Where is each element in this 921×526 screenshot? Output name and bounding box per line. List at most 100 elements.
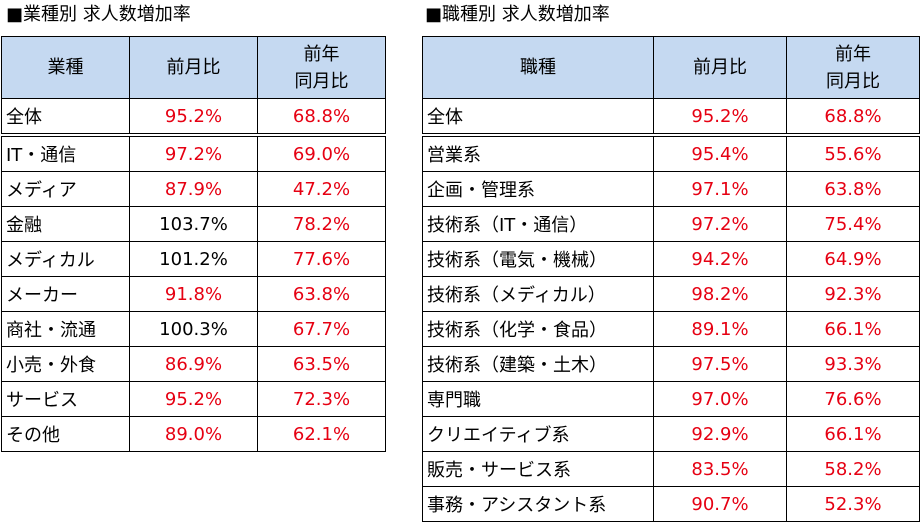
job-row-mom-value: 97.1% bbox=[653, 171, 787, 207]
industry-row-yoy-value: 67.7% bbox=[257, 311, 386, 347]
job-row-yoy-value: 55.6% bbox=[786, 134, 920, 172]
job-row-yoy-value: 66.1% bbox=[786, 311, 920, 347]
job-row-label: 技術系（建築・土木） bbox=[422, 346, 654, 382]
industry-row-yoy-value: 68.8% bbox=[257, 98, 386, 137]
industry-row-mom-value: 95.2% bbox=[129, 98, 258, 137]
job-row-mom-value: 97.2% bbox=[653, 206, 787, 242]
industry-row-yoy-value: 69.0% bbox=[257, 134, 386, 172]
industry-table-row: その他 89.0% 62.1% bbox=[1, 416, 386, 452]
job-row-yoy-value: 75.4% bbox=[786, 206, 920, 242]
job-row-mom-value: 90.7% bbox=[653, 486, 787, 522]
job-row-mom-value: 83.5% bbox=[653, 451, 787, 487]
job-table: 職種 前月比 前年 同月比 全体 95.2% 68.8% 営業系 95.4% 55.6% 企画… bbox=[422, 36, 920, 522]
job-row-label: 全体 bbox=[422, 98, 654, 137]
job-table-title: ■職種別 求人数増加率 bbox=[425, 4, 610, 25]
job-table-row: 営業系 95.4% 55.6% bbox=[422, 134, 920, 172]
industry-table-row: 全体 95.2% 68.8% bbox=[1, 98, 386, 137]
industry-row-yoy-value: 77.6% bbox=[257, 241, 386, 277]
industry-row-yoy-value: 47.2% bbox=[257, 171, 386, 207]
industry-row-yoy-value: 62.1% bbox=[257, 416, 386, 452]
job-row-mom-value: 89.1% bbox=[653, 311, 787, 347]
industry-table-row: メディカル 101.2% 77.6% bbox=[1, 241, 386, 277]
industry-row-yoy-value: 72.3% bbox=[257, 381, 386, 417]
job-table-row: 技術系（メディカル） 98.2% 92.3% bbox=[422, 276, 920, 312]
job-table-row: 事務・アシスタント系 90.7% 52.3% bbox=[422, 486, 920, 522]
job-row-label: 技術系（化学・食品） bbox=[422, 311, 654, 347]
industry-row-label: メディア bbox=[1, 171, 130, 207]
job-table-row: 全体 95.2% 68.8% bbox=[422, 98, 920, 137]
industry-row-mom-value: 101.2% bbox=[129, 241, 258, 277]
industry-table-row: メディア 87.9% 47.2% bbox=[1, 171, 386, 207]
industry-row-mom-value: 91.8% bbox=[129, 276, 258, 312]
job-table-row: 技術系（化学・食品） 89.1% 66.1% bbox=[422, 311, 920, 347]
industry-header-row: 業種 前月比 前年 同月比 bbox=[1, 36, 386, 99]
industry-header-yoy: 前年 同月比 bbox=[257, 36, 386, 99]
industry-row-label: サービス bbox=[1, 381, 130, 417]
job-row-yoy-value: 58.2% bbox=[786, 451, 920, 487]
job-row-mom-value: 94.2% bbox=[653, 241, 787, 277]
job-row-mom-value: 92.9% bbox=[653, 416, 787, 452]
industry-table-row: IT・通信 97.2% 69.0% bbox=[1, 134, 386, 172]
job-table-row: 技術系（IT・通信） 97.2% 75.4% bbox=[422, 206, 920, 242]
industry-table-row: 商社・流通 100.3% 67.7% bbox=[1, 311, 386, 347]
job-row-yoy-value: 64.9% bbox=[786, 241, 920, 277]
job-row-yoy-value: 66.1% bbox=[786, 416, 920, 452]
job-row-label: 専門職 bbox=[422, 381, 654, 417]
industry-row-mom-value: 89.0% bbox=[129, 416, 258, 452]
job-row-label: 企画・管理系 bbox=[422, 171, 654, 207]
job-table-row: 企画・管理系 97.1% 63.8% bbox=[422, 171, 920, 207]
job-table-body: 全体 95.2% 68.8% 営業系 95.4% 55.6% 企画・管理系 97.1% 63.8… bbox=[422, 98, 920, 522]
industry-table-row: 金融 103.7% 78.2% bbox=[1, 206, 386, 242]
job-row-label: 営業系 bbox=[422, 134, 654, 172]
job-row-label: 技術系（メディカル） bbox=[422, 276, 654, 312]
industry-row-label: 小売・外食 bbox=[1, 346, 130, 382]
industry-row-mom-value: 95.2% bbox=[129, 381, 258, 417]
job-header-mom: 前月比 bbox=[653, 36, 787, 99]
job-row-label: 技術系（電気・機械） bbox=[422, 241, 654, 277]
industry-table-row: 小売・外食 86.9% 63.5% bbox=[1, 346, 386, 382]
industry-row-label: 金融 bbox=[1, 206, 130, 242]
industry-row-mom-value: 103.7% bbox=[129, 206, 258, 242]
industry-header-mom: 前月比 bbox=[129, 36, 258, 99]
job-row-mom-value: 98.2% bbox=[653, 276, 787, 312]
industry-row-mom-value: 97.2% bbox=[129, 134, 258, 172]
job-header-yoy: 前年 同月比 bbox=[786, 36, 920, 99]
industry-row-yoy-value: 63.5% bbox=[257, 346, 386, 382]
job-row-label: 技術系（IT・通信） bbox=[422, 206, 654, 242]
industry-row-label: メディカル bbox=[1, 241, 130, 277]
job-row-label: クリエイティブ系 bbox=[422, 416, 654, 452]
job-row-yoy-value: 68.8% bbox=[786, 98, 920, 137]
job-row-yoy-value: 92.3% bbox=[786, 276, 920, 312]
industry-table-row: メーカー 91.8% 63.8% bbox=[1, 276, 386, 312]
job-header-row: 職種 前月比 前年 同月比 bbox=[422, 36, 920, 99]
industry-table: 業種 前月比 前年 同月比 全体 95.2% 68.8% IT・通信 97.2% 69.0%… bbox=[1, 36, 386, 452]
job-table-row: 技術系（建築・土木） 97.5% 93.3% bbox=[422, 346, 920, 382]
industry-row-label: 商社・流通 bbox=[1, 311, 130, 347]
job-row-mom-value: 95.2% bbox=[653, 98, 787, 137]
industry-row-label: 全体 bbox=[1, 98, 130, 137]
job-table-row: 専門職 97.0% 76.6% bbox=[422, 381, 920, 417]
industry-row-yoy-value: 78.2% bbox=[257, 206, 386, 242]
industry-row-label: メーカー bbox=[1, 276, 130, 312]
job-row-yoy-value: 52.3% bbox=[786, 486, 920, 522]
job-row-yoy-value: 76.6% bbox=[786, 381, 920, 417]
job-table-row: 販売・サービス系 83.5% 58.2% bbox=[422, 451, 920, 487]
industry-row-label: その他 bbox=[1, 416, 130, 452]
industry-table-title: ■業種別 求人数増加率 bbox=[6, 4, 191, 25]
job-row-mom-value: 97.5% bbox=[653, 346, 787, 382]
job-row-label: 販売・サービス系 bbox=[422, 451, 654, 487]
job-row-yoy-value: 93.3% bbox=[786, 346, 920, 382]
job-table-row: 技術系（電気・機械） 94.2% 64.9% bbox=[422, 241, 920, 277]
industry-row-mom-value: 87.9% bbox=[129, 171, 258, 207]
industry-table-body: 全体 95.2% 68.8% IT・通信 97.2% 69.0% メディア 87.9% 47.2… bbox=[1, 98, 386, 452]
job-row-label: 事務・アシスタント系 bbox=[422, 486, 654, 522]
job-table-row: クリエイティブ系 92.9% 66.1% bbox=[422, 416, 920, 452]
job-row-mom-value: 95.4% bbox=[653, 134, 787, 172]
industry-row-label: IT・通信 bbox=[1, 134, 130, 172]
job-row-yoy-value: 63.8% bbox=[786, 171, 920, 207]
industry-header-category: 業種 bbox=[1, 36, 130, 99]
industry-table-row: サービス 95.2% 72.3% bbox=[1, 381, 386, 417]
industry-row-mom-value: 86.9% bbox=[129, 346, 258, 382]
job-row-mom-value: 97.0% bbox=[653, 381, 787, 417]
job-header-category: 職種 bbox=[422, 36, 654, 99]
